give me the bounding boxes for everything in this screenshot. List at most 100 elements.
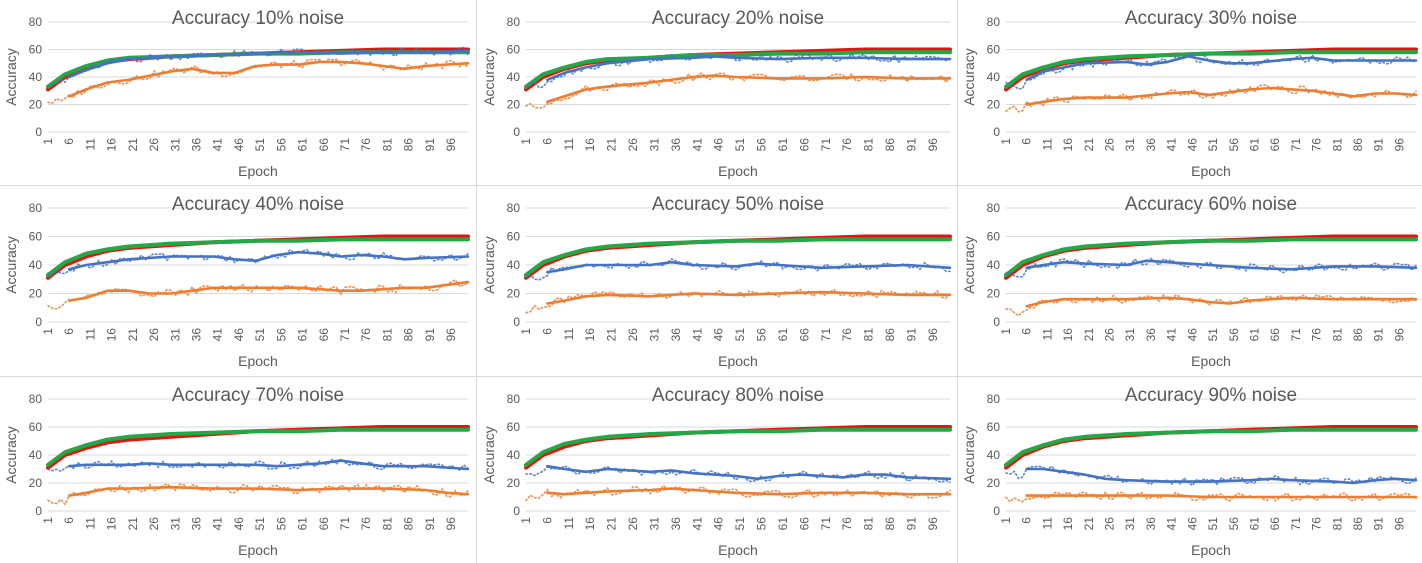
raw-trace-blue bbox=[47, 457, 469, 473]
x-tick-label: 66 bbox=[797, 328, 811, 342]
series-line-green bbox=[1004, 237, 1418, 277]
x-tick-label: 6 bbox=[1020, 328, 1034, 335]
chart-title: Accuracy 70% noise bbox=[172, 385, 344, 406]
y-tick-label: 80 bbox=[987, 15, 1001, 29]
vertical-divider bbox=[957, 0, 958, 563]
series-line-blue bbox=[1025, 467, 1418, 485]
chart-title: Accuracy 90% noise bbox=[1125, 385, 1297, 406]
x-tick-label: 86 bbox=[883, 517, 897, 531]
x-tick-label: 81 bbox=[1330, 517, 1344, 531]
x-tick-label: 96 bbox=[444, 138, 458, 152]
x-tick-label: 51 bbox=[733, 328, 747, 342]
y-tick-label: 0 bbox=[35, 504, 42, 518]
x-tick-label: 71 bbox=[1289, 138, 1303, 152]
chart-panel-8: 0 20 40 60 80 1 6 11 16 21 26 31 36 41 46 51 56 61 66 71 76 8… bbox=[478, 377, 956, 563]
x-tick-label: 66 bbox=[317, 328, 331, 342]
x-tick-label: 36 bbox=[669, 328, 683, 342]
x-tick-label: 26 bbox=[147, 138, 161, 152]
x-tick-label: 66 bbox=[1268, 328, 1282, 342]
x-axis-label: Epoch bbox=[238, 163, 278, 179]
x-tick-label: 26 bbox=[1103, 517, 1117, 531]
x-tick-label: 96 bbox=[926, 138, 940, 152]
y-tick-label: 40 bbox=[987, 448, 1001, 462]
x-tick-label: 31 bbox=[1123, 138, 1137, 152]
x-tick-label: 71 bbox=[338, 328, 352, 342]
x-tick-label: 46 bbox=[712, 328, 726, 342]
x-tick-label: 56 bbox=[274, 328, 288, 342]
x-tick-label: 76 bbox=[359, 138, 373, 152]
x-tick-label: 96 bbox=[444, 517, 458, 531]
x-tick-label: 31 bbox=[647, 138, 661, 152]
series-line-green bbox=[46, 427, 470, 467]
x-tick-label: 91 bbox=[904, 138, 918, 152]
x-tick-label: 36 bbox=[669, 138, 683, 152]
x-tick-label: 41 bbox=[211, 138, 225, 152]
x-tick-label: 91 bbox=[1372, 328, 1386, 342]
x-tick-label: 16 bbox=[583, 138, 597, 152]
x-tick-label: 71 bbox=[1289, 328, 1303, 342]
series-line-orange bbox=[1025, 296, 1418, 308]
y-tick-label: 0 bbox=[993, 315, 1000, 329]
x-tick-label: 51 bbox=[733, 138, 747, 152]
chart-title: Accuracy 40% noise bbox=[172, 194, 344, 215]
y-tick-label: 60 bbox=[987, 420, 1001, 434]
x-axis-label: Epoch bbox=[718, 163, 758, 179]
x-tick-label: 16 bbox=[105, 517, 119, 531]
x-tick-label: 71 bbox=[338, 517, 352, 531]
x-tick-label: 61 bbox=[296, 138, 310, 152]
x-tick-label: 11 bbox=[1040, 517, 1054, 530]
series-line-orange bbox=[67, 485, 470, 497]
x-tick-label: 86 bbox=[883, 328, 897, 342]
x-tick-label: 56 bbox=[1227, 138, 1241, 152]
y-tick-label: 40 bbox=[29, 258, 43, 272]
x-tick-label: 16 bbox=[583, 517, 597, 531]
y-tick-label: 80 bbox=[507, 15, 521, 29]
x-tick-label: 76 bbox=[1310, 328, 1324, 342]
x-tick-label: 61 bbox=[1247, 517, 1261, 531]
y-tick-label: 40 bbox=[507, 258, 521, 272]
x-tick-label: 91 bbox=[423, 138, 437, 152]
x-tick-label: 56 bbox=[755, 138, 769, 152]
x-tick-label: 81 bbox=[380, 328, 394, 342]
y-tick-label: 60 bbox=[507, 420, 521, 434]
y-tick-label: 20 bbox=[987, 98, 1001, 112]
x-tick-label: 16 bbox=[1061, 138, 1075, 152]
x-tick-label: 6 bbox=[62, 328, 76, 335]
x-tick-label: 51 bbox=[253, 138, 267, 152]
series-line-blue bbox=[546, 55, 952, 82]
x-tick-label: 61 bbox=[296, 517, 310, 531]
x-tick-label: 1 bbox=[41, 138, 55, 145]
x-tick-label: 56 bbox=[1227, 517, 1241, 531]
x-tick-label: 41 bbox=[211, 328, 225, 342]
x-tick-label: 81 bbox=[380, 517, 394, 531]
y-tick-label: 60 bbox=[987, 43, 1001, 57]
horizontal-divider bbox=[0, 376, 1422, 377]
chart-panel-7: 0 20 40 60 80 1 6 11 16 21 26 31 36 41 46 51 56 61 66 71 76 8… bbox=[0, 377, 474, 563]
x-tick-label: 41 bbox=[690, 138, 704, 152]
x-tick-label: 61 bbox=[296, 328, 310, 342]
x-tick-label: 1 bbox=[519, 328, 533, 335]
x-tick-label: 76 bbox=[359, 328, 373, 342]
x-tick-label: 76 bbox=[840, 138, 854, 152]
x-tick-label: 61 bbox=[776, 328, 790, 342]
raw-trace-blue bbox=[1005, 52, 1417, 90]
x-tick-label: 46 bbox=[232, 328, 246, 342]
chart-panel-1: 0 20 40 60 80 1 6 11 16 21 26 31 36 41 46 51 56 61 66 71 76 8… bbox=[0, 0, 474, 184]
series-line-blue bbox=[1025, 55, 1418, 82]
x-tick-label: 56 bbox=[755, 328, 769, 342]
x-tick-label: 76 bbox=[1310, 138, 1324, 152]
x-tick-label: 31 bbox=[168, 138, 182, 152]
x-tick-label: 71 bbox=[819, 138, 833, 152]
x-tick-label: 21 bbox=[1082, 517, 1096, 531]
chart-panel-5: 0 20 40 60 80 1 6 11 16 21 26 31 36 41 46 51 56 61 66 71 76 8… bbox=[478, 186, 956, 374]
chart-panel-4: 0 20 40 60 80 1 6 11 16 21 26 31 36 41 46 51 56 61 66 71 76 8… bbox=[0, 186, 474, 374]
x-tick-label: 26 bbox=[1103, 328, 1117, 342]
x-tick-label: 51 bbox=[1206, 328, 1220, 342]
horizontal-divider bbox=[0, 185, 1422, 186]
chart-title: Accuracy 60% noise bbox=[1125, 194, 1297, 215]
